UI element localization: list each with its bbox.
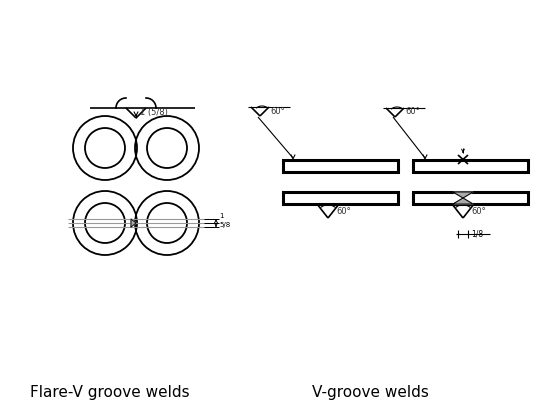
Text: 5/8: 5/8 [219, 222, 230, 228]
Bar [413, 160, 528, 172]
Bar [283, 192, 398, 204]
Text: 60°: 60° [270, 107, 285, 116]
Text: V-groove welds: V-groove welds [312, 384, 428, 399]
Text: 1: 1 [219, 213, 224, 219]
Text: 60°: 60° [405, 108, 420, 116]
Text: 1/8: 1/8 [471, 229, 483, 239]
Bar [283, 160, 398, 172]
Text: 60°: 60° [471, 207, 486, 215]
Polygon shape [131, 219, 136, 227]
Polygon shape [453, 198, 473, 204]
Text: 1 (5/8): 1 (5/8) [140, 108, 168, 116]
Bar [413, 192, 528, 204]
Polygon shape [453, 192, 473, 198]
Text: 60°: 60° [336, 207, 351, 215]
Text: Flare-V groove welds: Flare-V groove welds [30, 384, 190, 399]
